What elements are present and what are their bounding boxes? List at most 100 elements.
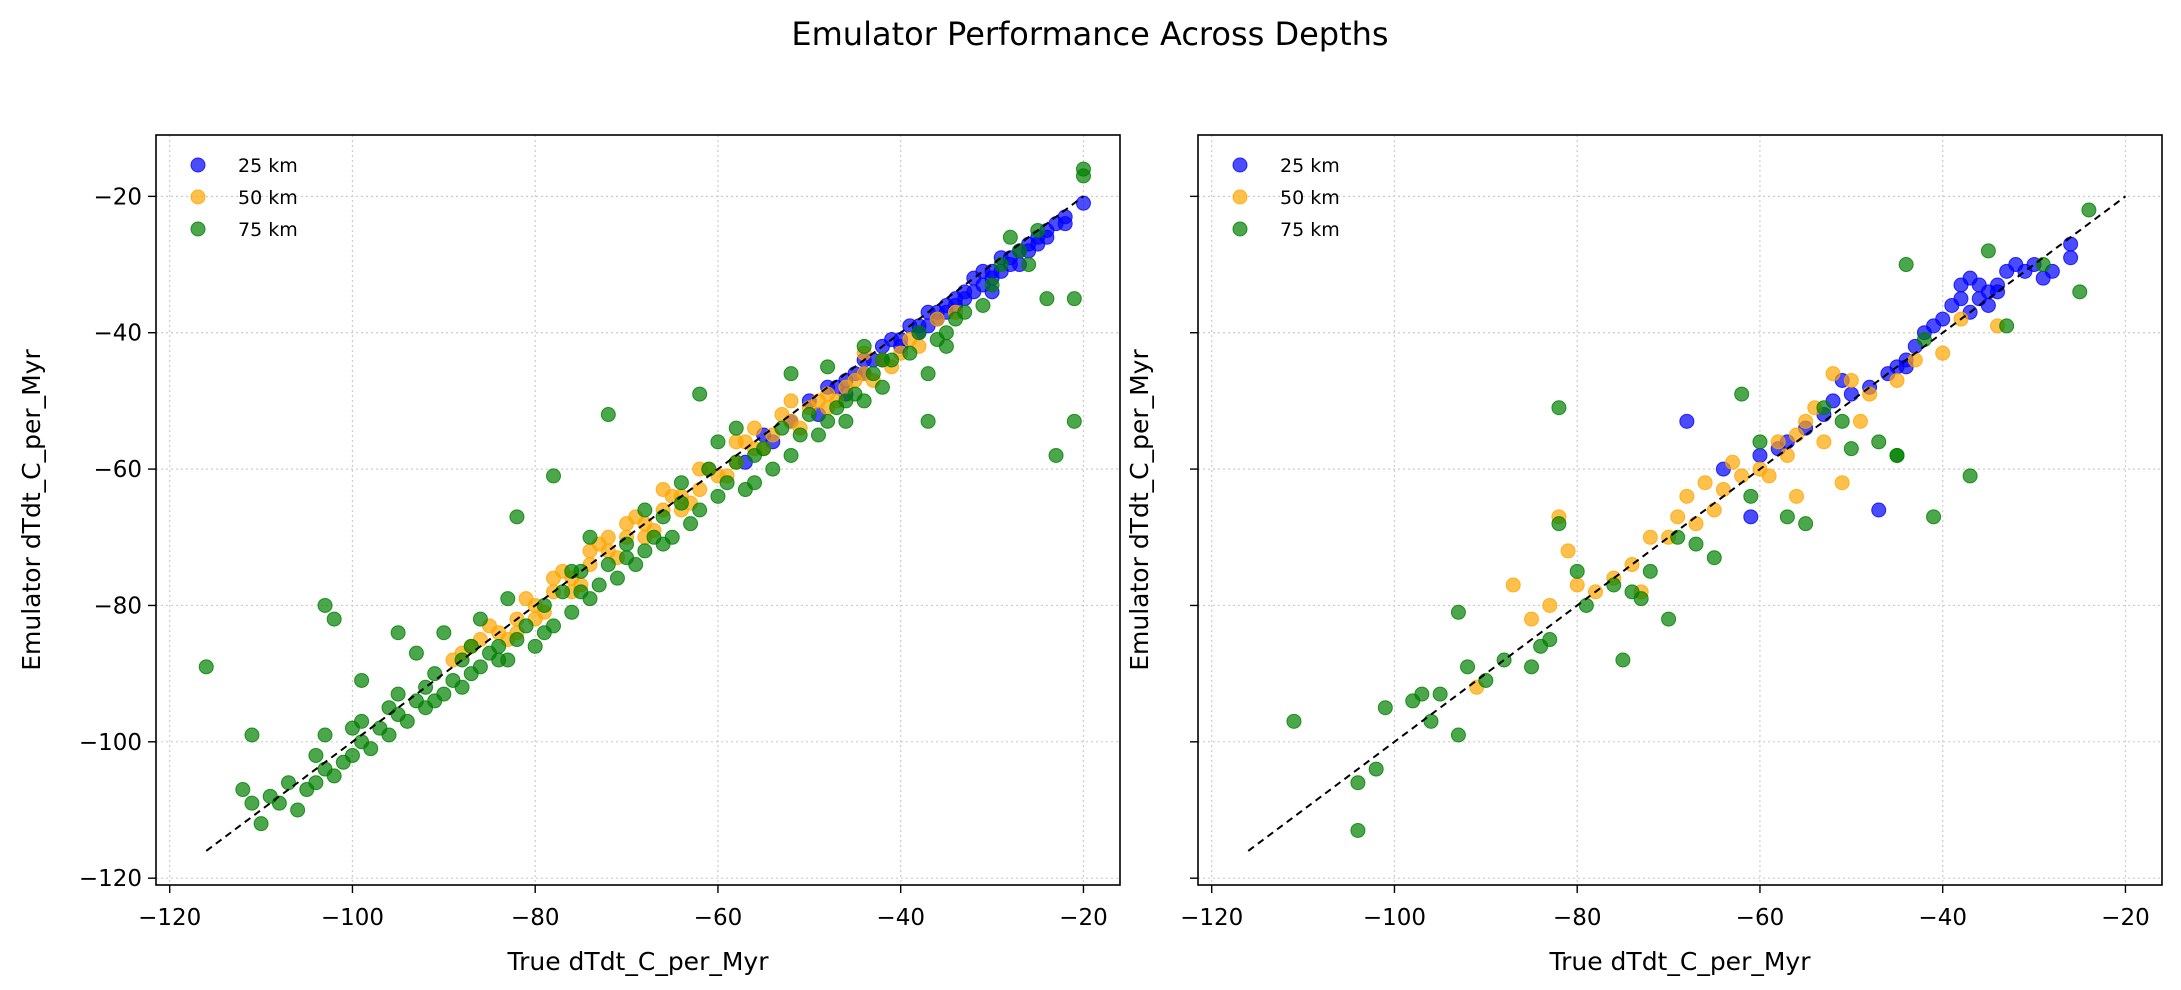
scatter-point-75-km — [2072, 284, 2088, 300]
scatter-point-75-km — [527, 638, 543, 654]
scatter-point-75-km — [1615, 652, 1631, 668]
x-tick-label: −40 — [1918, 905, 1967, 931]
scatter-point-75-km — [600, 557, 616, 573]
scatter-point-50-km — [1524, 611, 1540, 627]
y-tick-label: −100 — [79, 730, 142, 756]
scatter-point-75-km — [1898, 257, 1914, 273]
scatter-point-50-km — [545, 570, 561, 586]
x-axis-label: True dTdt_C_per_Myr — [1549, 947, 1812, 976]
scatter-point-75-km — [518, 618, 534, 634]
scatter-point-50-km — [1569, 577, 1585, 593]
scatter-point-50-km — [619, 516, 635, 532]
scatter-point-75-km — [1011, 243, 1027, 259]
scatter-point-75-km — [2081, 202, 2097, 218]
scatter-point-50-km — [1734, 468, 1750, 484]
scatter-point-75-km — [801, 407, 817, 423]
scatter-point-75-km — [390, 625, 406, 641]
scatter-point-75-km — [1871, 434, 1887, 450]
reference-line — [1247, 195, 2127, 852]
reference-line — [205, 195, 1085, 852]
scatter-point-75-km — [262, 788, 278, 804]
scatter-point-50-km — [929, 311, 945, 327]
scatter-point-75-km — [335, 754, 351, 770]
legend-label: 50 km — [238, 187, 298, 209]
scatter-point-50-km — [847, 372, 863, 388]
scatter-point-75-km — [1524, 659, 1540, 675]
x-tick-label: −100 — [321, 905, 384, 931]
scatter-point-75-km — [354, 672, 370, 688]
scatter-point-75-km — [509, 509, 525, 525]
scatter-point-75-km — [1642, 563, 1658, 579]
scatter-point-75-km — [920, 366, 936, 382]
scatter-point-75-km — [317, 597, 333, 613]
scatter-point-75-km — [692, 386, 708, 402]
scatter-point-50-km — [1725, 454, 1741, 470]
scatter-point-75-km — [1377, 700, 1393, 716]
scatter-point-50-km — [1697, 475, 1713, 491]
scatter-point-75-km — [600, 407, 616, 423]
scatter-point-75-km — [1843, 441, 1859, 457]
scatter-point-75-km — [326, 611, 342, 627]
legend-label: 25 km — [238, 155, 298, 177]
scatter-point-75-km — [1533, 638, 1549, 654]
scatter-point-75-km — [1999, 318, 2015, 334]
scatter-point-75-km — [710, 488, 726, 504]
x-tick-label: −120 — [1180, 905, 1243, 931]
scatter-point-75-km — [500, 591, 516, 607]
scatter-point-50-km — [1798, 413, 1814, 429]
scatter-point-75-km — [408, 693, 424, 709]
scatter-point-50-km — [1688, 516, 1704, 532]
scatter-point-75-km — [299, 782, 315, 798]
scatter-point-75-km — [911, 325, 927, 341]
scatter-point-75-km — [1980, 243, 1996, 259]
scatter-point-75-km — [728, 420, 744, 436]
scatter-point-75-km — [820, 413, 836, 429]
scatter-point-75-km — [683, 516, 699, 532]
scatter-point-50-km — [655, 482, 671, 498]
scatter-point-75-km — [536, 597, 552, 613]
scatter-point-50-km — [1770, 434, 1786, 450]
scatter-point-25-km — [2063, 250, 2079, 266]
scatter-point-50-km — [1715, 482, 1731, 498]
scatter-point-75-km — [1734, 386, 1750, 402]
scatter-point-75-km — [244, 795, 260, 811]
scatter-point-50-km — [1862, 386, 1878, 402]
scatter-point-75-km — [564, 604, 580, 620]
scatter-point-50-km — [1505, 577, 1521, 593]
scatter-point-50-km — [1816, 434, 1832, 450]
y-tick-label: −20 — [93, 184, 142, 210]
scatter-point-75-km — [308, 747, 324, 763]
scatter-point-75-km — [792, 427, 808, 443]
scatter-point-75-km — [1450, 727, 1466, 743]
legend-marker — [190, 157, 206, 173]
scatter-point-75-km — [838, 393, 854, 409]
scatter-point-75-km — [810, 427, 826, 443]
scatter-point-75-km — [1816, 400, 1832, 416]
scatter-point-25-km — [957, 291, 973, 307]
x-tick-label: −60 — [1736, 905, 1785, 931]
scatter-point-75-km — [929, 332, 945, 348]
scatter-point-50-km — [1670, 509, 1686, 525]
scatter-point-75-km — [902, 345, 918, 361]
scatter-point-75-km — [491, 652, 507, 668]
scatter-point-50-km — [1779, 447, 1795, 463]
scatter-point-75-km — [1752, 434, 1768, 450]
scatter-point-25-km — [2063, 236, 2079, 252]
scatter-point-75-km — [536, 625, 552, 641]
scatter-point-75-km — [1578, 597, 1594, 613]
scatter-point-50-km — [1679, 488, 1695, 504]
scatter-point-75-km — [874, 352, 890, 368]
scatter-point-75-km — [1075, 168, 1091, 184]
scatter-point-75-km — [290, 802, 306, 818]
scatter-point-75-km — [637, 502, 653, 518]
scatter-point-75-km — [2035, 257, 2051, 273]
scatter-point-50-km — [1825, 366, 1841, 382]
scatter-point-75-km — [609, 570, 625, 586]
scatter-point-75-km — [1002, 229, 1018, 245]
axes-frame — [155, 134, 1121, 886]
x-tick-label: −80 — [1553, 905, 1602, 931]
scatter-point-75-km — [701, 461, 717, 477]
scatter-point-25-km — [1980, 297, 1996, 313]
scatter-point-75-km — [1350, 775, 1366, 791]
